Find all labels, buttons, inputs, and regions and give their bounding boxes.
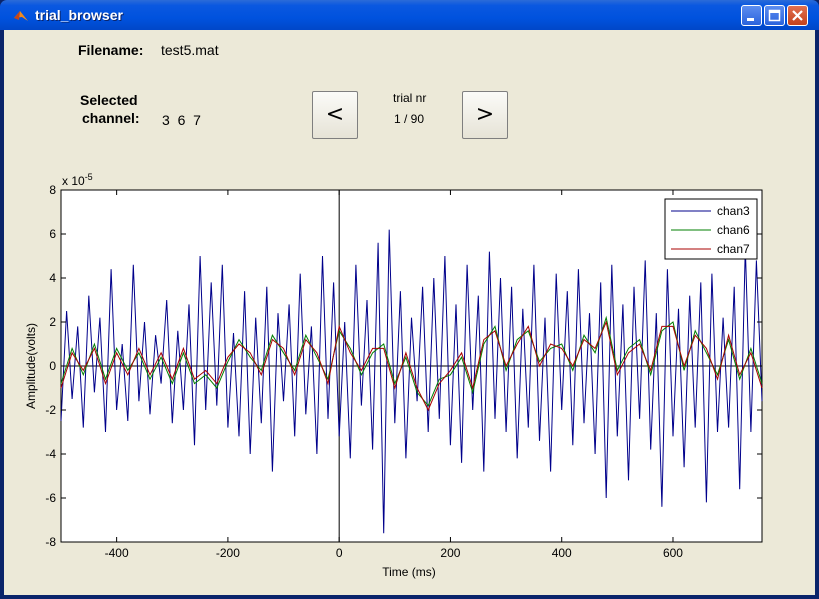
prev-trial-button[interactable]: < bbox=[312, 91, 358, 139]
minimize-button[interactable] bbox=[741, 5, 762, 26]
y-tick-label: 0 bbox=[49, 359, 56, 373]
x-tick-label: -400 bbox=[105, 546, 129, 560]
x-axis-label: Time (ms) bbox=[382, 565, 436, 579]
y-exponent-label: x 10-5 bbox=[62, 172, 93, 188]
series-line-chan3 bbox=[60, 229, 763, 534]
y-axis-label: Amplitude(volts) bbox=[24, 323, 38, 409]
x-tick-label: 600 bbox=[663, 546, 683, 560]
maximize-button[interactable] bbox=[764, 5, 785, 26]
filename-value: test5.mat bbox=[161, 42, 219, 58]
x-tick-label: 400 bbox=[552, 546, 572, 560]
y-tick-label: -2 bbox=[45, 403, 56, 417]
x-ticks: -400 -200 0 200 400 600 bbox=[105, 190, 683, 560]
series-layer bbox=[60, 229, 763, 534]
legend-label-chan7: chan7 bbox=[717, 242, 750, 256]
window-title: trial_browser bbox=[35, 7, 123, 23]
y-tick-label: -6 bbox=[45, 491, 56, 505]
maximize-icon bbox=[768, 9, 781, 22]
legend: chan3 chan6 chan7 bbox=[664, 198, 758, 260]
trial-nr-label: trial nr bbox=[393, 91, 427, 105]
minimize-icon bbox=[747, 18, 754, 21]
y-exponent-power: -5 bbox=[85, 172, 93, 182]
title-bar[interactable]: trial_browser bbox=[0, 0, 819, 30]
y-tick-label: 6 bbox=[49, 227, 56, 241]
x-tick-label: 200 bbox=[440, 546, 460, 560]
selected-label-line1: Selected bbox=[80, 92, 138, 108]
matlab-logo-icon bbox=[14, 11, 28, 21]
x-tick-label: 0 bbox=[336, 546, 343, 560]
trial-nr-value: 1 / 90 bbox=[394, 112, 425, 126]
selected-label-line2: channel: bbox=[82, 110, 140, 126]
y-tick-label: 2 bbox=[49, 315, 56, 329]
legend-label-chan6: chan6 bbox=[717, 223, 750, 237]
y-tick-label: 4 bbox=[49, 271, 56, 285]
filename-label: Filename: bbox=[78, 42, 144, 58]
next-trial-button[interactable]: > bbox=[462, 91, 508, 139]
series-line-chan7 bbox=[60, 320, 763, 412]
x-tick-label: -200 bbox=[216, 546, 240, 560]
y-tick-label: 8 bbox=[49, 183, 56, 197]
close-button[interactable] bbox=[787, 5, 808, 26]
y-tick-label: -8 bbox=[45, 535, 56, 549]
y-ticks: -8 -6 -4 -2 0 2 4 6 8 bbox=[45, 183, 762, 549]
y-tick-label: -4 bbox=[45, 447, 56, 461]
close-icon bbox=[792, 10, 803, 21]
selected-channels-value: 3 6 7 bbox=[162, 112, 201, 128]
y-exponent-base: x 10 bbox=[62, 174, 85, 188]
legend-label-chan3: chan3 bbox=[717, 204, 750, 218]
